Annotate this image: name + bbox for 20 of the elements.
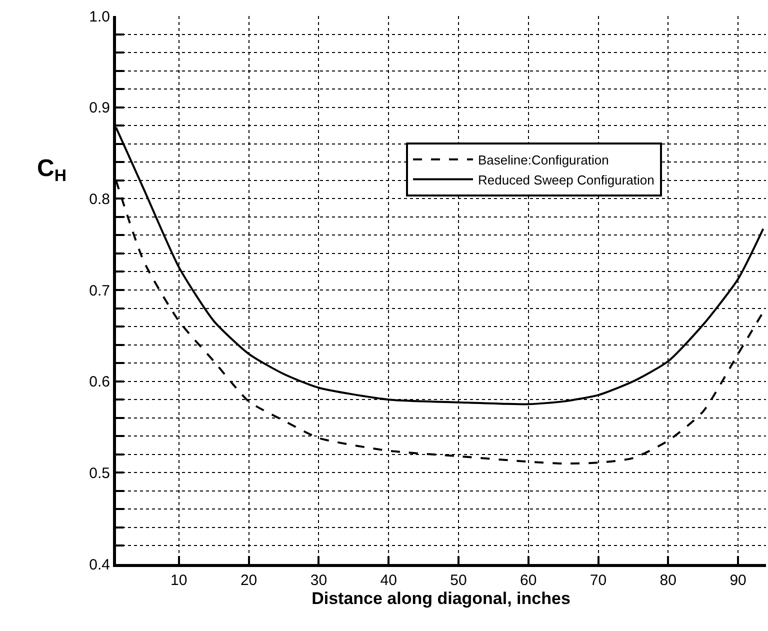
y-tick-label: 0.7	[89, 282, 110, 300]
x-tick-label: 70	[590, 572, 607, 589]
y-tick-label: 0.4	[89, 556, 110, 574]
x-axis-title: Distance along diagonal, inches	[312, 589, 570, 608]
x-tick-label: 40	[380, 572, 397, 589]
y-tick-label: 1.0	[89, 8, 110, 26]
y-tick-label: 0.9	[89, 100, 110, 117]
y-tick-label: 0.6	[89, 374, 110, 391]
x-tick-label: 50	[450, 572, 467, 589]
x-tick-label: 80	[660, 572, 676, 589]
x-tick-label: 20	[240, 572, 258, 589]
x-tick-label: 10	[170, 572, 188, 589]
legend-label: Reduced Sweep Configuration	[478, 172, 654, 188]
x-tick-label: 90	[730, 572, 746, 589]
y-tick-label: 0.5	[89, 464, 110, 482]
x-tick-label: 60	[520, 572, 537, 589]
y-tick-label: 0.8	[89, 190, 110, 208]
x-tick-label: 30	[310, 572, 328, 589]
legend-label: Baseline:Configuration	[478, 152, 609, 168]
y-axis-title: C$_{H}$	[37, 155, 66, 186]
